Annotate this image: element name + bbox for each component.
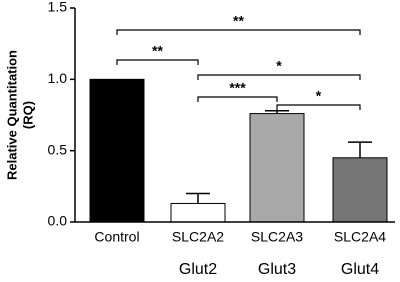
x-tick-label: Control <box>94 229 139 245</box>
error-bar <box>348 141 372 158</box>
y-tick-label: 0.5 <box>48 141 68 157</box>
significance-bracket <box>197 74 361 80</box>
x-tick-label: SLC2A2 <box>172 229 224 245</box>
y-tick-label: 1.0 <box>48 70 68 86</box>
y-axis-title-line: (RQ) <box>20 101 35 129</box>
bar <box>249 113 305 223</box>
sublabel: Glut2 <box>179 261 217 278</box>
sublabel: Glut3 <box>258 261 296 278</box>
sublabel: Glut4 <box>341 261 379 278</box>
y-axis-title: Relative Quantitation (RQ) <box>4 50 35 180</box>
bar <box>332 157 388 223</box>
significance-label: ** <box>233 13 244 29</box>
significance-bracket <box>116 59 199 65</box>
error-bar <box>265 109 289 114</box>
y-tick-label: 0.0 <box>48 213 68 229</box>
significance-bracket <box>276 104 361 110</box>
bar <box>89 78 145 223</box>
y-tick-label: 1.5 <box>48 0 68 15</box>
x-tick-label: SLC2A3 <box>251 229 303 245</box>
significance-label: * <box>316 88 322 104</box>
significance-label: * <box>276 58 282 74</box>
y-axis-title-line: Relative Quantitation <box>4 50 19 180</box>
bar <box>170 202 226 223</box>
error-bar <box>186 192 210 204</box>
significance-label: ** <box>152 43 163 59</box>
x-tick-label: SLC2A4 <box>334 229 386 245</box>
significance-bracket <box>116 29 361 35</box>
significance-label: *** <box>229 80 246 96</box>
significance-bracket <box>197 96 278 102</box>
